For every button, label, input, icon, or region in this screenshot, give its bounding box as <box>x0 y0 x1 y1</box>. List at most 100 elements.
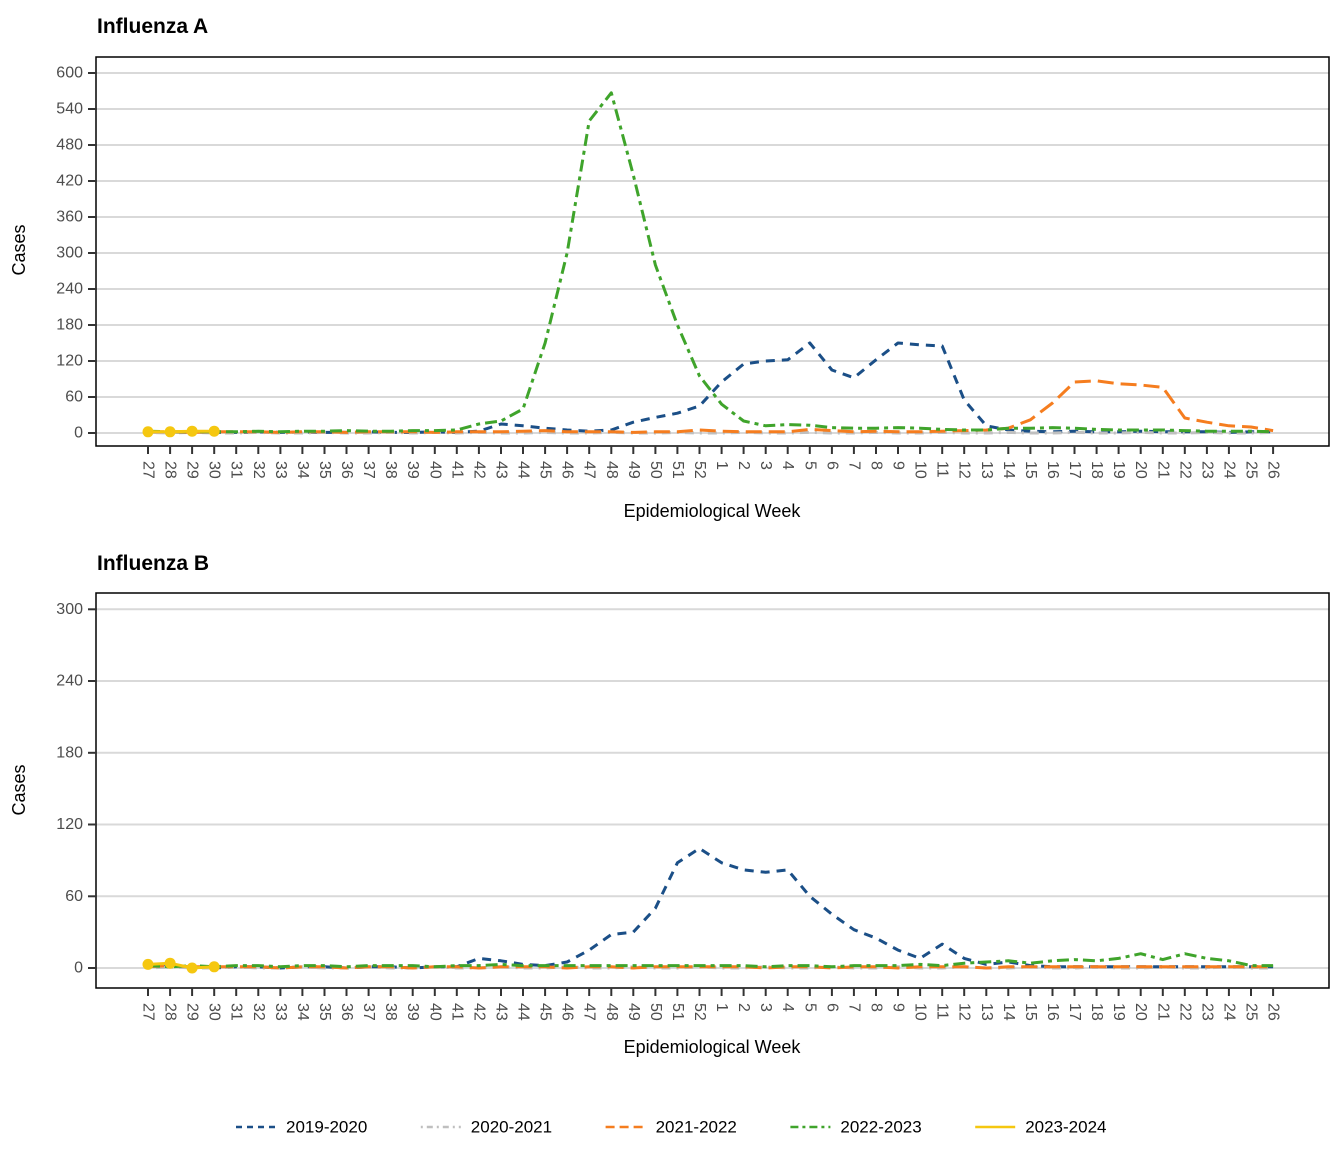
y-tick-label: 0 <box>74 425 83 442</box>
x-tick-label: 20 <box>1132 461 1149 479</box>
x-tick-label: 10 <box>912 1003 929 1021</box>
series-line-2023-2024 <box>148 429 215 434</box>
y-tick-label: 120 <box>56 816 83 833</box>
x-tick-label: 49 <box>625 1003 642 1021</box>
x-tick-label: 11 <box>934 1003 951 1020</box>
chart-b-x-axis-label: Epidemiological Week <box>624 1037 802 1057</box>
series-line-2022-2023 <box>147 91 1274 434</box>
x-tick-label: 13 <box>978 1003 995 1021</box>
x-tick-label: 7 <box>845 461 862 470</box>
x-tick-label: 26 <box>1265 1003 1282 1021</box>
x-tick-label: 12 <box>956 461 973 479</box>
series-point-2023-2024 <box>142 426 154 438</box>
x-tick-label: 39 <box>404 461 421 479</box>
x-tick-label: 40 <box>426 461 443 479</box>
x-tick-label: 23 <box>1198 1003 1215 1021</box>
x-tick-label: 23 <box>1198 461 1215 479</box>
x-tick-label: 42 <box>470 1003 487 1021</box>
x-tick-label: 34 <box>294 1003 311 1021</box>
x-tick-label: 30 <box>206 1003 223 1021</box>
x-tick-label: 21 <box>1154 461 1171 479</box>
series-point-2023-2024 <box>186 425 198 437</box>
x-tick-label: 20 <box>1132 1003 1149 1021</box>
x-tick-label: 6 <box>823 461 840 470</box>
x-tick-label: 3 <box>757 461 774 470</box>
x-tick-label: 27 <box>140 461 157 479</box>
x-tick-label: 4 <box>779 461 796 470</box>
x-tick-label: 32 <box>250 1003 267 1021</box>
y-tick-label: 300 <box>56 245 83 262</box>
y-tick-label: 240 <box>56 673 83 690</box>
x-tick-label: 47 <box>581 461 598 479</box>
x-tick-label: 22 <box>1176 1003 1193 1021</box>
x-tick-label: 28 <box>162 1003 179 1021</box>
series-line-2019-2020 <box>147 341 1274 434</box>
x-tick-label: 52 <box>691 1003 708 1021</box>
x-tick-label: 3 <box>757 1003 774 1012</box>
x-tick-label: 35 <box>316 461 333 479</box>
legend-label: 2021-2022 <box>656 1118 737 1137</box>
x-tick-label: 22 <box>1176 461 1193 479</box>
x-tick-label: 41 <box>448 461 465 479</box>
y-tick-label: 480 <box>56 137 83 154</box>
series-line-2021-2022 <box>147 964 1274 970</box>
series-point-2023-2024 <box>142 958 154 970</box>
x-tick-label: 26 <box>1265 461 1282 479</box>
x-tick-label: 45 <box>537 461 554 479</box>
legend-label: 2020-2021 <box>471 1118 552 1137</box>
x-tick-label: 12 <box>956 1003 973 1021</box>
series-point-2023-2024 <box>164 957 176 969</box>
x-tick-label: 30 <box>206 461 223 479</box>
y-tick-label: 120 <box>56 353 83 370</box>
x-tick-label: 16 <box>1044 1003 1061 1021</box>
y-tick-label: 0 <box>74 960 83 977</box>
x-tick-label: 28 <box>162 461 179 479</box>
x-tick-label: 2 <box>735 461 752 470</box>
x-tick-label: 14 <box>1000 1003 1017 1021</box>
x-tick-label: 7 <box>845 1003 862 1012</box>
x-tick-label: 1 <box>713 461 730 470</box>
x-tick-label: 25 <box>1243 1003 1260 1021</box>
x-tick-label: 18 <box>1088 1003 1105 1021</box>
x-tick-label: 49 <box>625 461 642 479</box>
x-tick-label: 17 <box>1066 461 1083 479</box>
x-tick-label: 38 <box>382 461 399 479</box>
x-tick-label: 24 <box>1220 461 1237 479</box>
chart-a-y-axis-label: Cases <box>9 224 29 275</box>
x-tick-label: 1 <box>713 1003 730 1012</box>
x-tick-label: 29 <box>184 461 201 479</box>
x-tick-label: 18 <box>1088 461 1105 479</box>
x-tick-label: 37 <box>360 461 377 479</box>
x-tick-label: 46 <box>559 1003 576 1021</box>
x-tick-label: 36 <box>338 461 355 479</box>
y-tick-label: 240 <box>56 281 83 298</box>
x-tick-label: 31 <box>228 461 245 479</box>
series-point-2023-2024 <box>186 962 198 974</box>
y-tick-label: 180 <box>56 317 83 334</box>
legend-label: 2023-2024 <box>1025 1118 1106 1137</box>
x-tick-label: 44 <box>515 1003 532 1021</box>
x-tick-label: 5 <box>801 1003 818 1012</box>
x-tick-label: 5 <box>801 461 818 470</box>
chart-a-x-axis-label: Epidemiological Week <box>624 501 802 521</box>
series-point-2023-2024 <box>208 961 220 973</box>
x-tick-label: 15 <box>1022 1003 1039 1021</box>
x-tick-label: 48 <box>603 461 620 479</box>
chart-a-title: Influenza A <box>97 15 208 38</box>
chart-b-title: Influenza B <box>97 552 209 575</box>
series-point-2023-2024 <box>164 426 176 438</box>
x-tick-label: 51 <box>669 461 686 479</box>
x-tick-label: 45 <box>537 1003 554 1021</box>
x-tick-label: 48 <box>603 1003 620 1021</box>
series-point-2023-2024 <box>208 425 220 437</box>
x-tick-label: 34 <box>294 461 311 479</box>
x-tick-label: 16 <box>1044 461 1061 479</box>
x-tick-label: 8 <box>868 461 885 470</box>
x-tick-label: 35 <box>316 1003 333 1021</box>
x-tick-label: 39 <box>404 1003 421 1021</box>
x-tick-label: 31 <box>228 1003 245 1021</box>
series-line-2019-2020 <box>147 846 1274 970</box>
